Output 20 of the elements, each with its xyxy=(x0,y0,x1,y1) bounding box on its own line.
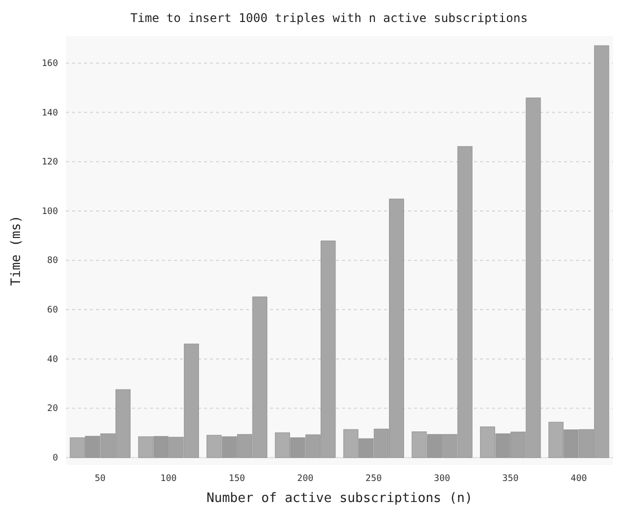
x-axis-title: Number of active subscriptions (n) xyxy=(206,491,473,506)
chart-title: Time to insert 1000 triples with n active subscriptions xyxy=(130,11,528,25)
x-tick-label: 50 xyxy=(94,474,106,484)
y-tick-label: 160 xyxy=(42,59,58,69)
x-tick-label: 100 xyxy=(160,474,177,484)
x-tick-label: 200 xyxy=(297,474,314,484)
x-tick-label: 150 xyxy=(228,474,246,484)
y-tick-label: 140 xyxy=(42,108,58,118)
x-tick-label: 250 xyxy=(366,474,382,484)
x-tick-label: 300 xyxy=(434,474,450,484)
x-tick-label: 400 xyxy=(570,474,587,484)
y-tick-label: 40 xyxy=(47,354,58,365)
y-axis-title: Time (ms) xyxy=(9,215,24,286)
y-tick-label: 120 xyxy=(42,158,58,168)
y-tick-label: 100 xyxy=(42,206,58,217)
y-tick-label: 80 xyxy=(47,256,58,266)
x-tick-label: 350 xyxy=(502,474,519,484)
y-tick-label: 20 xyxy=(47,404,58,414)
y-tick-label: 0 xyxy=(52,453,58,464)
y-tick-label: 60 xyxy=(47,306,58,316)
